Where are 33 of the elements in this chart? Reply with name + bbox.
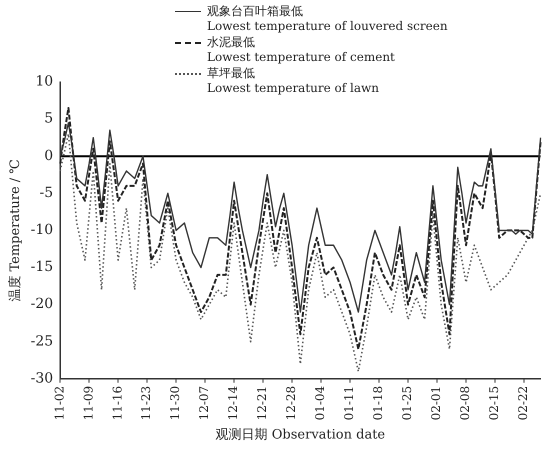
legend-label: 观象台百叶箱最低 Lowest temperature of louvered screen [207,4,448,34]
y-tick-label: 5 [44,110,54,127]
y-tick-label: -20 [30,296,54,312]
x-tick-label: 02-15 [487,386,502,420]
x-tick-label: 02-08 [458,386,472,420]
x-tick-label: 11-16 [110,386,124,420]
x-tick-label: 12-28 [284,386,298,420]
line-series [59,133,542,372]
x-tick-label: 11-30 [168,386,182,420]
y-tick-label: -30 [30,370,54,386]
y-tick-label: 10 [35,74,54,90]
x-tick-label: 11-23 [139,386,154,420]
legend-label: 草坪最低 Lowest temperature of lawn [207,66,380,96]
x-tick-label: 01-11 [342,386,356,420]
x-tick-label: 01-25 [400,386,414,420]
y-tick-label: -5 [40,184,54,201]
x-tick-label: 01-04 [313,385,328,420]
x-axis-title: 观测日期 Observation date [216,428,386,443]
line-series [59,106,542,350]
y-axis-title: 温度 Temperature / ℃ [7,159,24,302]
x-tick-label: 12-14 [226,385,240,420]
x-tick-label: 02-22 [516,386,530,420]
y-tick-label: 0 [44,148,54,164]
y-tick-label: -15 [30,259,54,276]
x-tick-label: 12-07 [197,386,212,420]
x-tick-label: 11-09 [81,386,96,420]
legend-label: 水泥最低 Lowest temperature of cement [207,35,395,65]
y-tick-label: -10 [30,222,54,238]
x-tick-label: 11-02 [52,386,66,420]
x-tick-label: 12-21 [255,386,270,420]
x-tick-label: 01-18 [371,386,386,420]
y-tick-label: -25 [30,333,54,350]
x-tick-label: 02-01 [429,386,444,420]
